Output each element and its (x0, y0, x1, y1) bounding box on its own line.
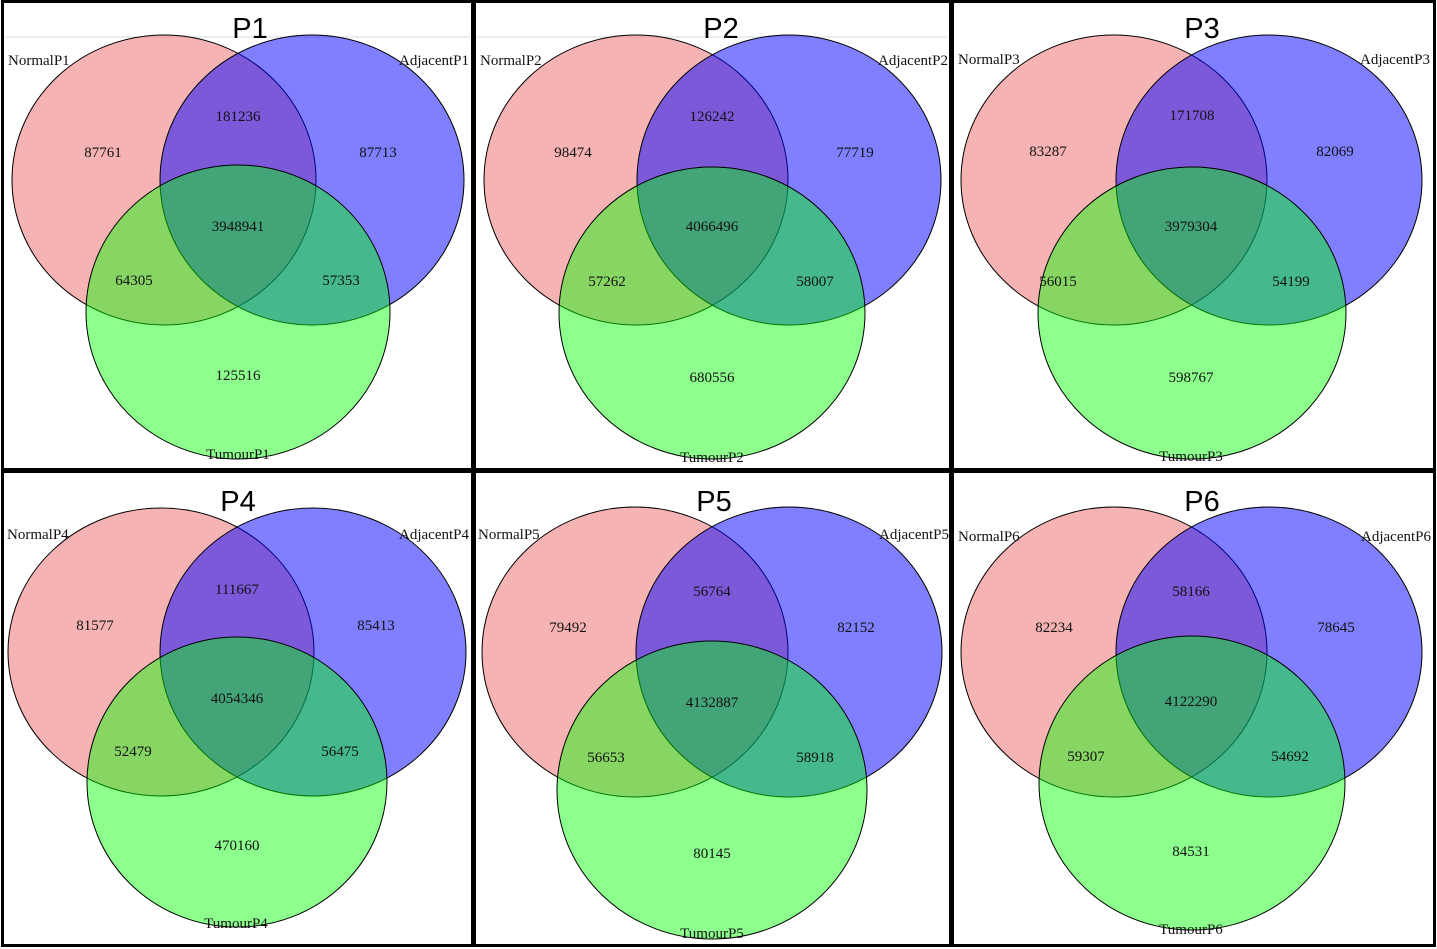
all-sets-count: 4132887 (686, 695, 739, 711)
tumour-set-label: TumourP1 (206, 447, 270, 463)
tumour-set-label: TumourP2 (680, 450, 744, 466)
tumour-only-count: 84531 (1172, 844, 1210, 860)
tumour-set-label: TumourP6 (1159, 922, 1223, 938)
normal-tumour-count: 59307 (1067, 749, 1105, 765)
tumour-set-circle (86, 636, 388, 928)
normal-only-count: 98474 (554, 145, 592, 161)
panel-frame-p3 (951, 0, 1436, 471)
normal-only-count: 79492 (549, 620, 587, 636)
panel-title: P5 (696, 486, 731, 518)
adjacent-set-label: AdjacentP6 (1361, 529, 1431, 545)
panel-frame-p4 (1, 470, 474, 947)
adjacent-tumour-count: 56475 (321, 744, 359, 760)
adjacent-tumour-count: 58007 (796, 274, 834, 290)
tumour-only-count: 598767 (1169, 370, 1215, 386)
adjacent-tumour-count: 54692 (1271, 749, 1309, 765)
normal-adjacent-count: 56764 (693, 584, 731, 600)
normal-adjacent-count: 171708 (1170, 108, 1215, 124)
adjacent-only-count: 85413 (357, 618, 395, 634)
panel-title: P4 (220, 486, 255, 518)
tumour-set-label: TumourP4 (204, 916, 268, 932)
tumour-set-circle (556, 640, 868, 940)
panel-title: P6 (1184, 486, 1219, 518)
all-sets-count: 4054346 (211, 691, 264, 707)
normal-tumour-count: 56015 (1039, 274, 1077, 290)
adjacent-set-label: AdjacentP3 (1360, 52, 1430, 68)
adjacent-set-circle (1115, 506, 1423, 798)
tumour-only-count: 125516 (216, 368, 262, 384)
tumour-set-label: TumourP3 (1159, 449, 1223, 465)
venn-panel-p3: P3 NormalP3 AdjacentP3 TumourP3 83287 82… (958, 13, 1430, 465)
panel-frame-p2 (473, 0, 952, 471)
normal-tumour-count: 56653 (587, 750, 625, 766)
normal-tumour-count: 52479 (114, 744, 152, 760)
all-sets-count: 4066496 (686, 219, 739, 235)
normal-only-count: 81577 (76, 618, 114, 634)
tumour-only-count: 80145 (693, 846, 731, 862)
panel-frame-p6 (951, 470, 1436, 947)
normal-set-label: NormalP2 (480, 53, 542, 69)
normal-tumour-count: 57262 (588, 274, 626, 290)
adjacent-set-circle (159, 34, 465, 326)
all-sets-count: 3948941 (212, 219, 265, 235)
panel-frame-p1 (1, 0, 474, 471)
adjacent-only-count: 82069 (1316, 144, 1354, 160)
adjacent-tumour-count: 57353 (322, 273, 360, 289)
tumour-set-circle (85, 164, 391, 460)
normal-set-label: NormalP4 (7, 527, 69, 543)
tumour-set-circle (558, 166, 866, 460)
tumour-set-circle (1038, 635, 1346, 931)
all-sets-count: 3979304 (1165, 219, 1218, 235)
normal-only-count: 83287 (1029, 144, 1067, 160)
tumour-only-count: 470160 (215, 838, 260, 854)
adjacent-set-circle (635, 506, 943, 798)
adjacent-set-circle (636, 34, 942, 326)
panel-frame-p5 (473, 470, 952, 947)
tumour-set-circle (1037, 166, 1347, 460)
adjacent-set-label: AdjacentP1 (399, 53, 469, 69)
normal-adjacent-count: 126242 (690, 109, 735, 125)
adjacent-only-count: 78645 (1317, 620, 1355, 636)
venn-panel-p1: P1 NormalP1 AdjacentP1 TumourP1 87761 87… (5, 13, 470, 463)
adjacent-set-label: AdjacentP2 (878, 53, 948, 69)
adjacent-only-count: 87713 (359, 145, 397, 161)
tumour-only-count: 680556 (690, 370, 736, 386)
normal-set-label: NormalP3 (958, 52, 1020, 68)
adjacent-only-count: 77719 (836, 145, 874, 161)
normal-only-count: 82234 (1035, 620, 1073, 636)
normal-adjacent-count: 181236 (216, 109, 262, 125)
venn-panel-p6: P6 NormalP6 AdjacentP6 TumourP6 82234 78… (958, 486, 1431, 938)
panel-title: P3 (1184, 13, 1219, 45)
panel-title: P1 (232, 13, 267, 45)
adjacent-set-circle (1115, 34, 1423, 326)
adjacent-set-label: AdjacentP4 (399, 527, 469, 543)
normal-adjacent-count: 111667 (215, 582, 259, 598)
panel-title: P2 (703, 13, 738, 45)
tumour-set-label: TumourP5 (680, 926, 744, 942)
adjacent-set-label: AdjacentP5 (879, 527, 949, 543)
adjacent-set-circle (159, 507, 467, 797)
normal-set-label: NormalP6 (958, 529, 1020, 545)
adjacent-tumour-count: 58918 (796, 750, 834, 766)
venn-panel-p5: P5 NormalP5 AdjacentP5 TumourP5 79492 82… (478, 486, 949, 942)
normal-set-label: NormalP5 (478, 527, 540, 543)
normal-adjacent-count: 58166 (1172, 584, 1210, 600)
normal-set-label: NormalP1 (8, 53, 70, 69)
adjacent-tumour-count: 54199 (1272, 274, 1310, 290)
normal-only-count: 87761 (84, 145, 122, 161)
all-sets-count: 4122290 (1165, 694, 1218, 710)
venn-panel-p4: P4 NormalP4 AdjacentP4 TumourP4 81577 85… (7, 486, 469, 932)
adjacent-only-count: 82152 (837, 620, 875, 636)
venn-panel-p2: P2 NormalP2 AdjacentP2 TumourP2 98474 77… (477, 13, 948, 466)
normal-tumour-count: 64305 (115, 273, 153, 289)
